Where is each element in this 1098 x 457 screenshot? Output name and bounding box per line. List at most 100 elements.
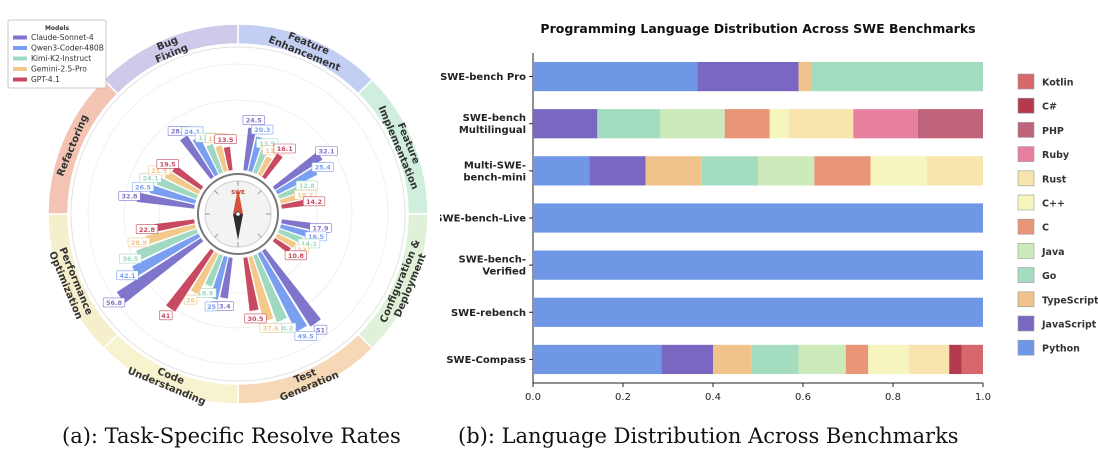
bar-segment-swe-bench-multilingual-javascript xyxy=(533,109,598,139)
value-box-3-4 xyxy=(244,313,267,324)
bar-segment-swe-rebench-python xyxy=(533,297,983,327)
language-distribution-chart: Programming Language Distribution Across… xyxy=(440,21,1098,403)
grid-ring-1 xyxy=(123,99,353,329)
compass-needle-north xyxy=(233,188,243,214)
legend-label-java: Java xyxy=(1041,247,1065,258)
value-label-6-1: 26.5 xyxy=(135,183,152,191)
x-tick-label-2: 0.4 xyxy=(705,392,721,403)
x-tick-label-1: 0.2 xyxy=(615,392,631,403)
bar-segment-swe-compass-kotlin xyxy=(961,344,983,375)
value-box-1-1 xyxy=(311,162,334,172)
radial-bar-gpt-4-1-4 xyxy=(165,248,215,313)
y-label-swe-compass: SWE-Compass xyxy=(446,355,526,366)
bar-segment-swe-bench-multilingual-go xyxy=(597,109,661,139)
value-label-0-4: 16.1 xyxy=(277,145,294,153)
legend-label-ruby: Ruby xyxy=(1042,150,1070,161)
legend-label-go: Go xyxy=(1042,271,1057,282)
ring-sector-bug-fixing xyxy=(102,23,239,95)
value-label-1-4: 14.2 xyxy=(306,198,322,206)
legend-swatch-gemini-2-5-pro xyxy=(13,67,27,71)
value-box-0-0 xyxy=(242,115,265,125)
value-label-0-3: 11.8 xyxy=(265,147,282,155)
legend-label-kimi-k2-instruct: Kimi-K2-Instruct xyxy=(31,54,91,63)
legend-label-python: Python xyxy=(1042,344,1080,355)
value-label-5-2: 36.5 xyxy=(122,255,139,263)
value-label-7-1: 24.1 xyxy=(184,128,201,136)
bar-segment-swe-compass-typescript xyxy=(713,344,752,375)
bar-segment-swe-bench-multilingual-java xyxy=(660,109,725,139)
value-box-5-1 xyxy=(116,270,139,281)
value-box-3-0 xyxy=(313,324,328,335)
value-label-2-3: 12 xyxy=(297,246,306,254)
bar-segment-multi-swe-bench-mini-go xyxy=(701,156,758,186)
y-label-verified: Verified xyxy=(482,267,526,278)
bar-segment-multi-swe-bench-mini-c xyxy=(870,156,927,186)
bar-segment-multi-swe-bench-mini-java xyxy=(758,156,815,186)
value-label-5-3: 28.9 xyxy=(131,239,148,247)
y-label-swe-bench-pro: SWE-bench Pro xyxy=(440,72,526,83)
radial-bar-gpt-4-1-3 xyxy=(242,256,260,312)
radial-bar-gemini-2-5-pro-7 xyxy=(214,144,229,173)
legend-swatch-kimi-k2-instruct xyxy=(13,56,27,61)
x-tick-label-3: 0.6 xyxy=(795,392,811,403)
value-box-4-4 xyxy=(159,310,173,321)
value-label-6-3: 21.5 xyxy=(151,167,168,175)
bar-segment-swe-compass-javascript xyxy=(661,344,713,375)
legend-label-gemini-2-5-pro: Gemini-2.5-Pro xyxy=(31,65,87,74)
value-label-6-4: 19.5 xyxy=(160,160,177,168)
value-label-7-4: 13.5 xyxy=(217,136,234,144)
bar-segment-swe-bench-live-python xyxy=(533,203,983,233)
y-label-multilingual: Multilingual xyxy=(459,125,526,136)
radial-bar-gpt-4-1-0 xyxy=(261,152,284,180)
legend-label-c: C++ xyxy=(1042,199,1065,210)
bar-segment-multi-swe-bench-mini-javascript xyxy=(589,156,646,186)
value-box-6-4 xyxy=(156,158,179,169)
value-label-7-0: 28.2 xyxy=(171,128,187,136)
value-box-0-1 xyxy=(251,124,274,135)
bar-segment-swe-bench-multilingual-c xyxy=(724,109,770,139)
bar-segment-swe-bench-pro-go xyxy=(812,61,983,92)
y-label-swe-bench: SWE-bench- xyxy=(459,255,526,266)
bar-segment-swe-bench-multilingual-c xyxy=(769,109,790,139)
value-box-1-0 xyxy=(315,146,338,156)
bar-segment-swe-bench-verified-python xyxy=(533,250,983,280)
language-legend: Kotlin C# PHP Ruby Rust C++ C Java Go TypeScript J… xyxy=(1017,73,1098,356)
compass-tick-7 xyxy=(214,190,219,195)
legend-swatch-qwen3-coder-480b xyxy=(13,46,27,50)
y-label-swe-bench: SWE-bench xyxy=(463,113,526,124)
legend-swatch-gpt-4-1 xyxy=(13,77,27,82)
bar-segment-swe-compass-rust xyxy=(908,344,950,375)
legend-label-typescript: TypeScript xyxy=(1042,295,1098,306)
value-box-5-0 xyxy=(102,297,126,308)
legend-title: Models xyxy=(45,25,70,32)
legend-swatch-java xyxy=(1017,243,1035,259)
bar-segment-multi-swe-bench-mini-typescript xyxy=(645,156,702,186)
value-box-6-0 xyxy=(118,191,141,201)
legend-box xyxy=(7,19,107,89)
grid-ring-0 xyxy=(158,134,318,294)
radial-bar-kimi-k2-instruct-4 xyxy=(204,253,224,288)
legend-label-kotlin: Kotlin xyxy=(1042,78,1074,89)
legend-label-c: C xyxy=(1042,223,1049,234)
compass-tick-1 xyxy=(257,190,262,195)
radial-bar-gemini-2-5-pro-2 xyxy=(275,233,297,249)
value-label-4-2: 18.9 xyxy=(197,289,214,297)
radial-bar-gpt-4-1-7 xyxy=(223,146,234,172)
legend-label-rust: Rust xyxy=(1042,174,1067,185)
compass-needle-south xyxy=(233,214,243,240)
legend-swatch-c xyxy=(1017,218,1035,235)
value-box-4-3 xyxy=(183,294,198,305)
bar-segment-swe-compass-java xyxy=(798,344,846,375)
value-box-5-2 xyxy=(119,253,142,264)
legend-swatch-claude-sonnet-4 xyxy=(13,35,27,40)
radial-bar-kimi-k2-instruct-7 xyxy=(205,143,224,175)
y-label-bench-mini: bench-mini xyxy=(463,172,526,183)
radial-bar-claude-sonnet-4-3 xyxy=(261,248,322,328)
legend-swatch-c xyxy=(1017,97,1035,114)
bar-segment-swe-compass-c xyxy=(845,344,869,375)
value-label-0-1: 20.3 xyxy=(254,126,270,134)
x-tick-label-4: 0.8 xyxy=(885,392,901,403)
value-box-1-4 xyxy=(302,196,326,207)
radial-bar-gemini-2-5-pro-4 xyxy=(190,251,219,295)
